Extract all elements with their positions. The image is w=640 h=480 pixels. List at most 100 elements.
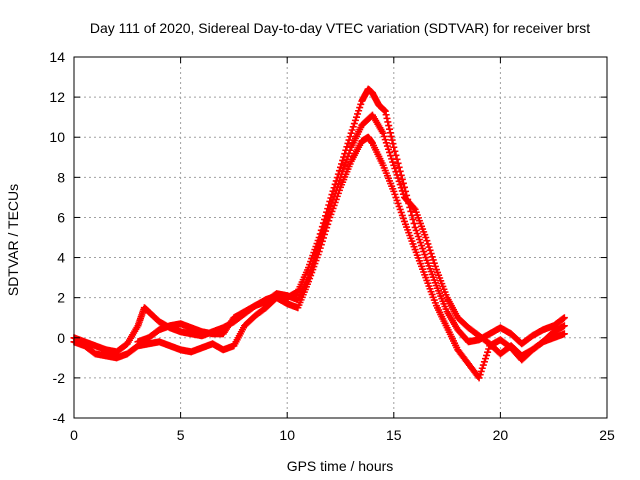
y-tick-label: 12 xyxy=(49,89,65,105)
data-point xyxy=(390,161,398,169)
data-point-sample xyxy=(333,183,341,191)
data-point-sample xyxy=(394,174,402,182)
data-point-sample xyxy=(389,140,397,148)
data-point xyxy=(337,163,344,171)
data-point-sample xyxy=(319,226,327,234)
data-point xyxy=(315,240,323,248)
data-point-sample xyxy=(346,133,354,141)
data-point-sample xyxy=(427,250,435,258)
data-point-sample xyxy=(313,246,321,254)
data-point-sample xyxy=(477,367,485,375)
data-point-sample xyxy=(338,160,346,168)
data-point-sample xyxy=(430,259,438,267)
data-point-sample xyxy=(321,222,329,230)
data-point-sample xyxy=(357,100,365,108)
data-point-sample xyxy=(393,171,401,179)
data-point xyxy=(560,322,568,330)
x-axis-label: GPS time / hours xyxy=(287,458,394,474)
data-point-sample xyxy=(483,351,491,359)
data-points xyxy=(70,85,568,382)
data-point xyxy=(475,374,483,382)
data-point-sample xyxy=(426,246,434,254)
data-point-sample xyxy=(323,216,331,224)
data-point-sample xyxy=(397,184,405,192)
data-point-sample xyxy=(382,111,390,119)
data-point-sample xyxy=(559,315,567,323)
data-point-sample xyxy=(476,371,484,379)
y-tick-label: 6 xyxy=(57,209,65,225)
y-axis-label: SDTVAR / TECUs xyxy=(5,184,21,296)
data-point-sample xyxy=(330,193,338,201)
data-point-sample xyxy=(383,114,391,122)
data-point-sample xyxy=(352,113,360,121)
data-point-sample xyxy=(325,209,333,217)
data-point xyxy=(422,234,430,241)
chart-title: Day 111 of 2020, Sidereal Day-to-day VTE… xyxy=(90,20,590,36)
data-point-sample xyxy=(382,139,390,147)
data-point-sample xyxy=(312,250,320,258)
data-point-sample xyxy=(386,125,394,133)
y-tick-label: 4 xyxy=(57,250,65,266)
series-track-c xyxy=(134,111,568,360)
data-point-sample xyxy=(395,177,403,185)
data-point-sample xyxy=(328,199,336,207)
data-point xyxy=(347,129,355,137)
data-point-sample xyxy=(310,257,318,265)
data-point-sample xyxy=(306,270,314,278)
data-point xyxy=(379,129,387,137)
data-point xyxy=(390,143,398,151)
data-point-sample xyxy=(308,263,316,271)
data-point-sample xyxy=(391,165,399,173)
x-tick-label: 0 xyxy=(70,427,78,443)
data-point-sample xyxy=(383,142,391,150)
data-point-sample xyxy=(485,345,493,353)
data-point-sample xyxy=(329,196,337,204)
data-point-sample xyxy=(431,262,439,270)
data-point-sample xyxy=(311,253,319,261)
y-tick-label: 8 xyxy=(57,169,65,185)
data-point-sample xyxy=(395,163,403,171)
data-point-sample xyxy=(389,158,397,166)
data-point-sample xyxy=(428,253,436,261)
data-point-sample xyxy=(307,267,315,275)
data-point-sample xyxy=(484,348,492,356)
x-tick-label: 10 xyxy=(279,427,295,443)
data-point-sample xyxy=(356,104,364,112)
data-point-sample xyxy=(332,186,340,194)
data-point-sample xyxy=(479,361,487,369)
data-point-sample xyxy=(424,240,432,248)
data-point-sample xyxy=(394,159,402,167)
data-point xyxy=(326,205,334,213)
data-point xyxy=(305,274,313,282)
data-point-sample xyxy=(385,122,393,130)
plot-frame xyxy=(73,56,608,419)
data-point-sample xyxy=(351,116,359,124)
data-point-sample xyxy=(409,215,417,223)
data-point-sample xyxy=(429,256,437,264)
data-point-sample xyxy=(349,123,357,131)
data-point-sample xyxy=(410,204,418,212)
data-point-sample xyxy=(354,110,362,118)
data-point-sample xyxy=(480,358,488,366)
data-point-sample xyxy=(318,229,326,237)
data-point-sample xyxy=(398,187,406,195)
data-point-sample xyxy=(348,126,356,134)
data-point-sample xyxy=(387,132,395,140)
data-point-sample xyxy=(355,107,363,115)
y-tick-label: 14 xyxy=(49,49,65,65)
data-point-sample xyxy=(396,181,404,189)
data-point-sample xyxy=(399,190,407,198)
y-tick-label: -2 xyxy=(53,370,66,386)
y-tick-label: 2 xyxy=(57,290,65,306)
x-tick-label: 15 xyxy=(386,427,402,443)
data-point-sample xyxy=(388,136,396,144)
data-point-sample xyxy=(335,177,343,185)
data-point xyxy=(560,314,568,322)
data-point-sample xyxy=(331,189,339,197)
data-point-sample xyxy=(423,237,431,245)
y-tick-label: 0 xyxy=(57,330,65,346)
data-point-sample xyxy=(314,243,322,251)
y-tick-label: 10 xyxy=(49,129,65,145)
x-tick-label: 5 xyxy=(177,427,185,443)
